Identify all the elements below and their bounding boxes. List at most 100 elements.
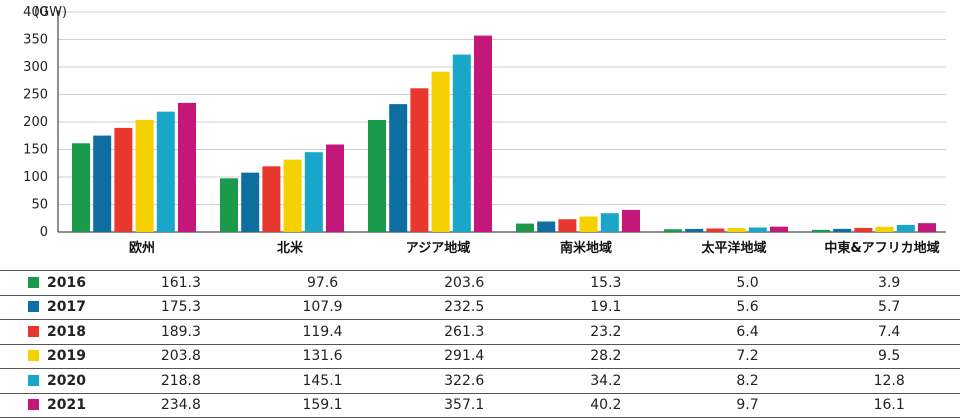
legend-swatch bbox=[28, 350, 39, 362]
table-cell: 322.6 bbox=[393, 368, 536, 394]
bar-2016-5 bbox=[812, 229, 830, 232]
table-cell: 97.6 bbox=[251, 270, 394, 296]
table-cell: 5.6 bbox=[676, 295, 819, 320]
bar-2018-5 bbox=[854, 227, 873, 232]
table-cell: 261.3 bbox=[393, 319, 536, 345]
bar-2021-1 bbox=[326, 144, 344, 232]
table-cell: 15.3 bbox=[535, 270, 677, 296]
table-cell: 159.1 bbox=[251, 393, 394, 418]
y-tick-label: 400 bbox=[23, 5, 48, 20]
table-row: 2017 175.3 107.9 232.5 19.1 5.6 5.7 bbox=[0, 295, 960, 320]
y-tick-label: 50 bbox=[31, 198, 48, 213]
legend-swatch bbox=[28, 276, 39, 288]
bar-2018-3 bbox=[558, 219, 577, 232]
legend-cell: 2021 bbox=[0, 393, 111, 418]
table-row: 2020 218.8 145.1 322.6 34.2 8.2 12.8 bbox=[0, 368, 960, 394]
category-label: 欧州 bbox=[129, 240, 155, 256]
table-cell: 19.1 bbox=[535, 295, 677, 320]
bar-2021-3 bbox=[622, 209, 640, 232]
table-cell: 203.6 bbox=[393, 270, 536, 296]
table-cell: 291.4 bbox=[393, 344, 536, 369]
table-cell: 16.1 bbox=[818, 393, 960, 418]
bar-2018-1 bbox=[262, 166, 281, 232]
table-cell: 9.5 bbox=[818, 344, 960, 369]
bar-chart: 0 50 100 150 200 250 300 350 400(GW) 欧州 北米 アジア地域 南米地… bbox=[23, 5, 946, 256]
legend-cell: 2018 bbox=[0, 319, 111, 345]
bar-2016-3 bbox=[516, 223, 534, 232]
table-row: 2016 161.3 97.6 203.6 15.3 5.0 3.9 bbox=[0, 270, 960, 296]
y-unit-label: (GW) bbox=[34, 5, 67, 20]
table-cell: 7.4 bbox=[818, 319, 960, 345]
table-cell: 234.8 bbox=[110, 393, 252, 418]
y-tick-label: 300 bbox=[23, 60, 48, 75]
table-cell: 5.7 bbox=[818, 295, 960, 320]
bar-2017-3 bbox=[537, 221, 556, 232]
y-tick-label: 150 bbox=[23, 143, 48, 158]
table-cell: 232.5 bbox=[393, 295, 536, 320]
category-label: 太平洋地域 bbox=[700, 240, 766, 256]
bar-2020-2 bbox=[452, 54, 471, 232]
table-cell: 3.9 bbox=[818, 270, 960, 296]
legend-year-label: 2021 bbox=[47, 397, 86, 414]
bar-2021-4 bbox=[770, 226, 788, 232]
bar-2020-3 bbox=[600, 213, 619, 232]
table-cell: 218.8 bbox=[110, 368, 252, 394]
table-cell: 189.3 bbox=[110, 319, 252, 345]
y-tick-label: 0 bbox=[40, 225, 48, 240]
y-tick-label: 350 bbox=[23, 33, 48, 48]
bar-2020-5 bbox=[896, 224, 915, 232]
y-tick-label: 250 bbox=[23, 88, 48, 103]
bar-2016-0 bbox=[72, 143, 90, 232]
table-cell: 119.4 bbox=[251, 319, 394, 345]
y-tick-label: 100 bbox=[23, 170, 48, 185]
legend-swatch bbox=[28, 325, 39, 337]
table-cell: 9.7 bbox=[676, 393, 819, 418]
bar-2019-1 bbox=[283, 159, 302, 232]
category-label: 北米 bbox=[277, 240, 304, 256]
bar-2019-4 bbox=[727, 228, 746, 232]
legend-year-label: 2016 bbox=[47, 274, 86, 291]
table-cell: 203.8 bbox=[110, 344, 252, 369]
table-row: 2021 234.8 159.1 357.1 40.2 9.7 16.1 bbox=[0, 393, 960, 418]
table-cell: 8.2 bbox=[676, 368, 819, 394]
y-tick-label: 200 bbox=[23, 115, 48, 130]
table-cell: 145.1 bbox=[251, 368, 394, 394]
table-cell: 161.3 bbox=[110, 270, 252, 296]
legend-cell: 2017 bbox=[0, 295, 111, 320]
table-cell: 7.2 bbox=[676, 344, 819, 369]
bar-2020-1 bbox=[304, 152, 323, 232]
table-cell: 6.4 bbox=[676, 319, 819, 345]
table-row: 2019 203.8 131.6 291.4 28.2 7.2 9.5 bbox=[0, 344, 960, 369]
category-label: アジア地域 bbox=[406, 240, 470, 256]
bar-2016-1 bbox=[220, 178, 238, 232]
category-label: 中東&アフリカ地域 bbox=[824, 240, 939, 256]
bar-2019-5 bbox=[875, 226, 894, 232]
table-cell: 23.2 bbox=[535, 319, 677, 345]
bar-2021-0 bbox=[178, 102, 196, 232]
bar-2017-5 bbox=[833, 228, 852, 232]
bar-2018-0 bbox=[114, 127, 133, 232]
data-table: 2016 161.3 97.6 203.6 15.3 5.0 3.9 2017 175.3 107… bbox=[0, 270, 960, 418]
legend-cell: 2020 bbox=[0, 368, 111, 394]
legend-cell: 2019 bbox=[0, 344, 111, 369]
table-row: 2018 189.3 119.4 261.3 23.2 6.4 7.4 bbox=[0, 319, 960, 345]
table-cell: 175.3 bbox=[110, 295, 252, 320]
legend-swatch bbox=[28, 374, 39, 386]
legend-swatch bbox=[28, 301, 39, 313]
bar-2019-0 bbox=[135, 119, 154, 232]
bar-2017-0 bbox=[93, 135, 112, 232]
bar-2021-2 bbox=[474, 35, 492, 232]
legend-year-label: 2020 bbox=[47, 372, 86, 389]
bar-2020-0 bbox=[156, 111, 175, 232]
legend-year-label: 2019 bbox=[47, 348, 86, 365]
category-label: 南米地域 bbox=[560, 240, 612, 256]
table-cell: 34.2 bbox=[535, 368, 677, 394]
legend-swatch bbox=[28, 399, 39, 411]
bar-2019-2 bbox=[431, 71, 450, 232]
table-cell: 107.9 bbox=[251, 295, 394, 320]
table-cell: 12.8 bbox=[818, 368, 960, 394]
table-cell: 357.1 bbox=[393, 393, 536, 418]
table-cell: 5.0 bbox=[676, 270, 819, 296]
bar-2020-4 bbox=[748, 227, 767, 232]
bar-2016-4 bbox=[664, 229, 682, 232]
